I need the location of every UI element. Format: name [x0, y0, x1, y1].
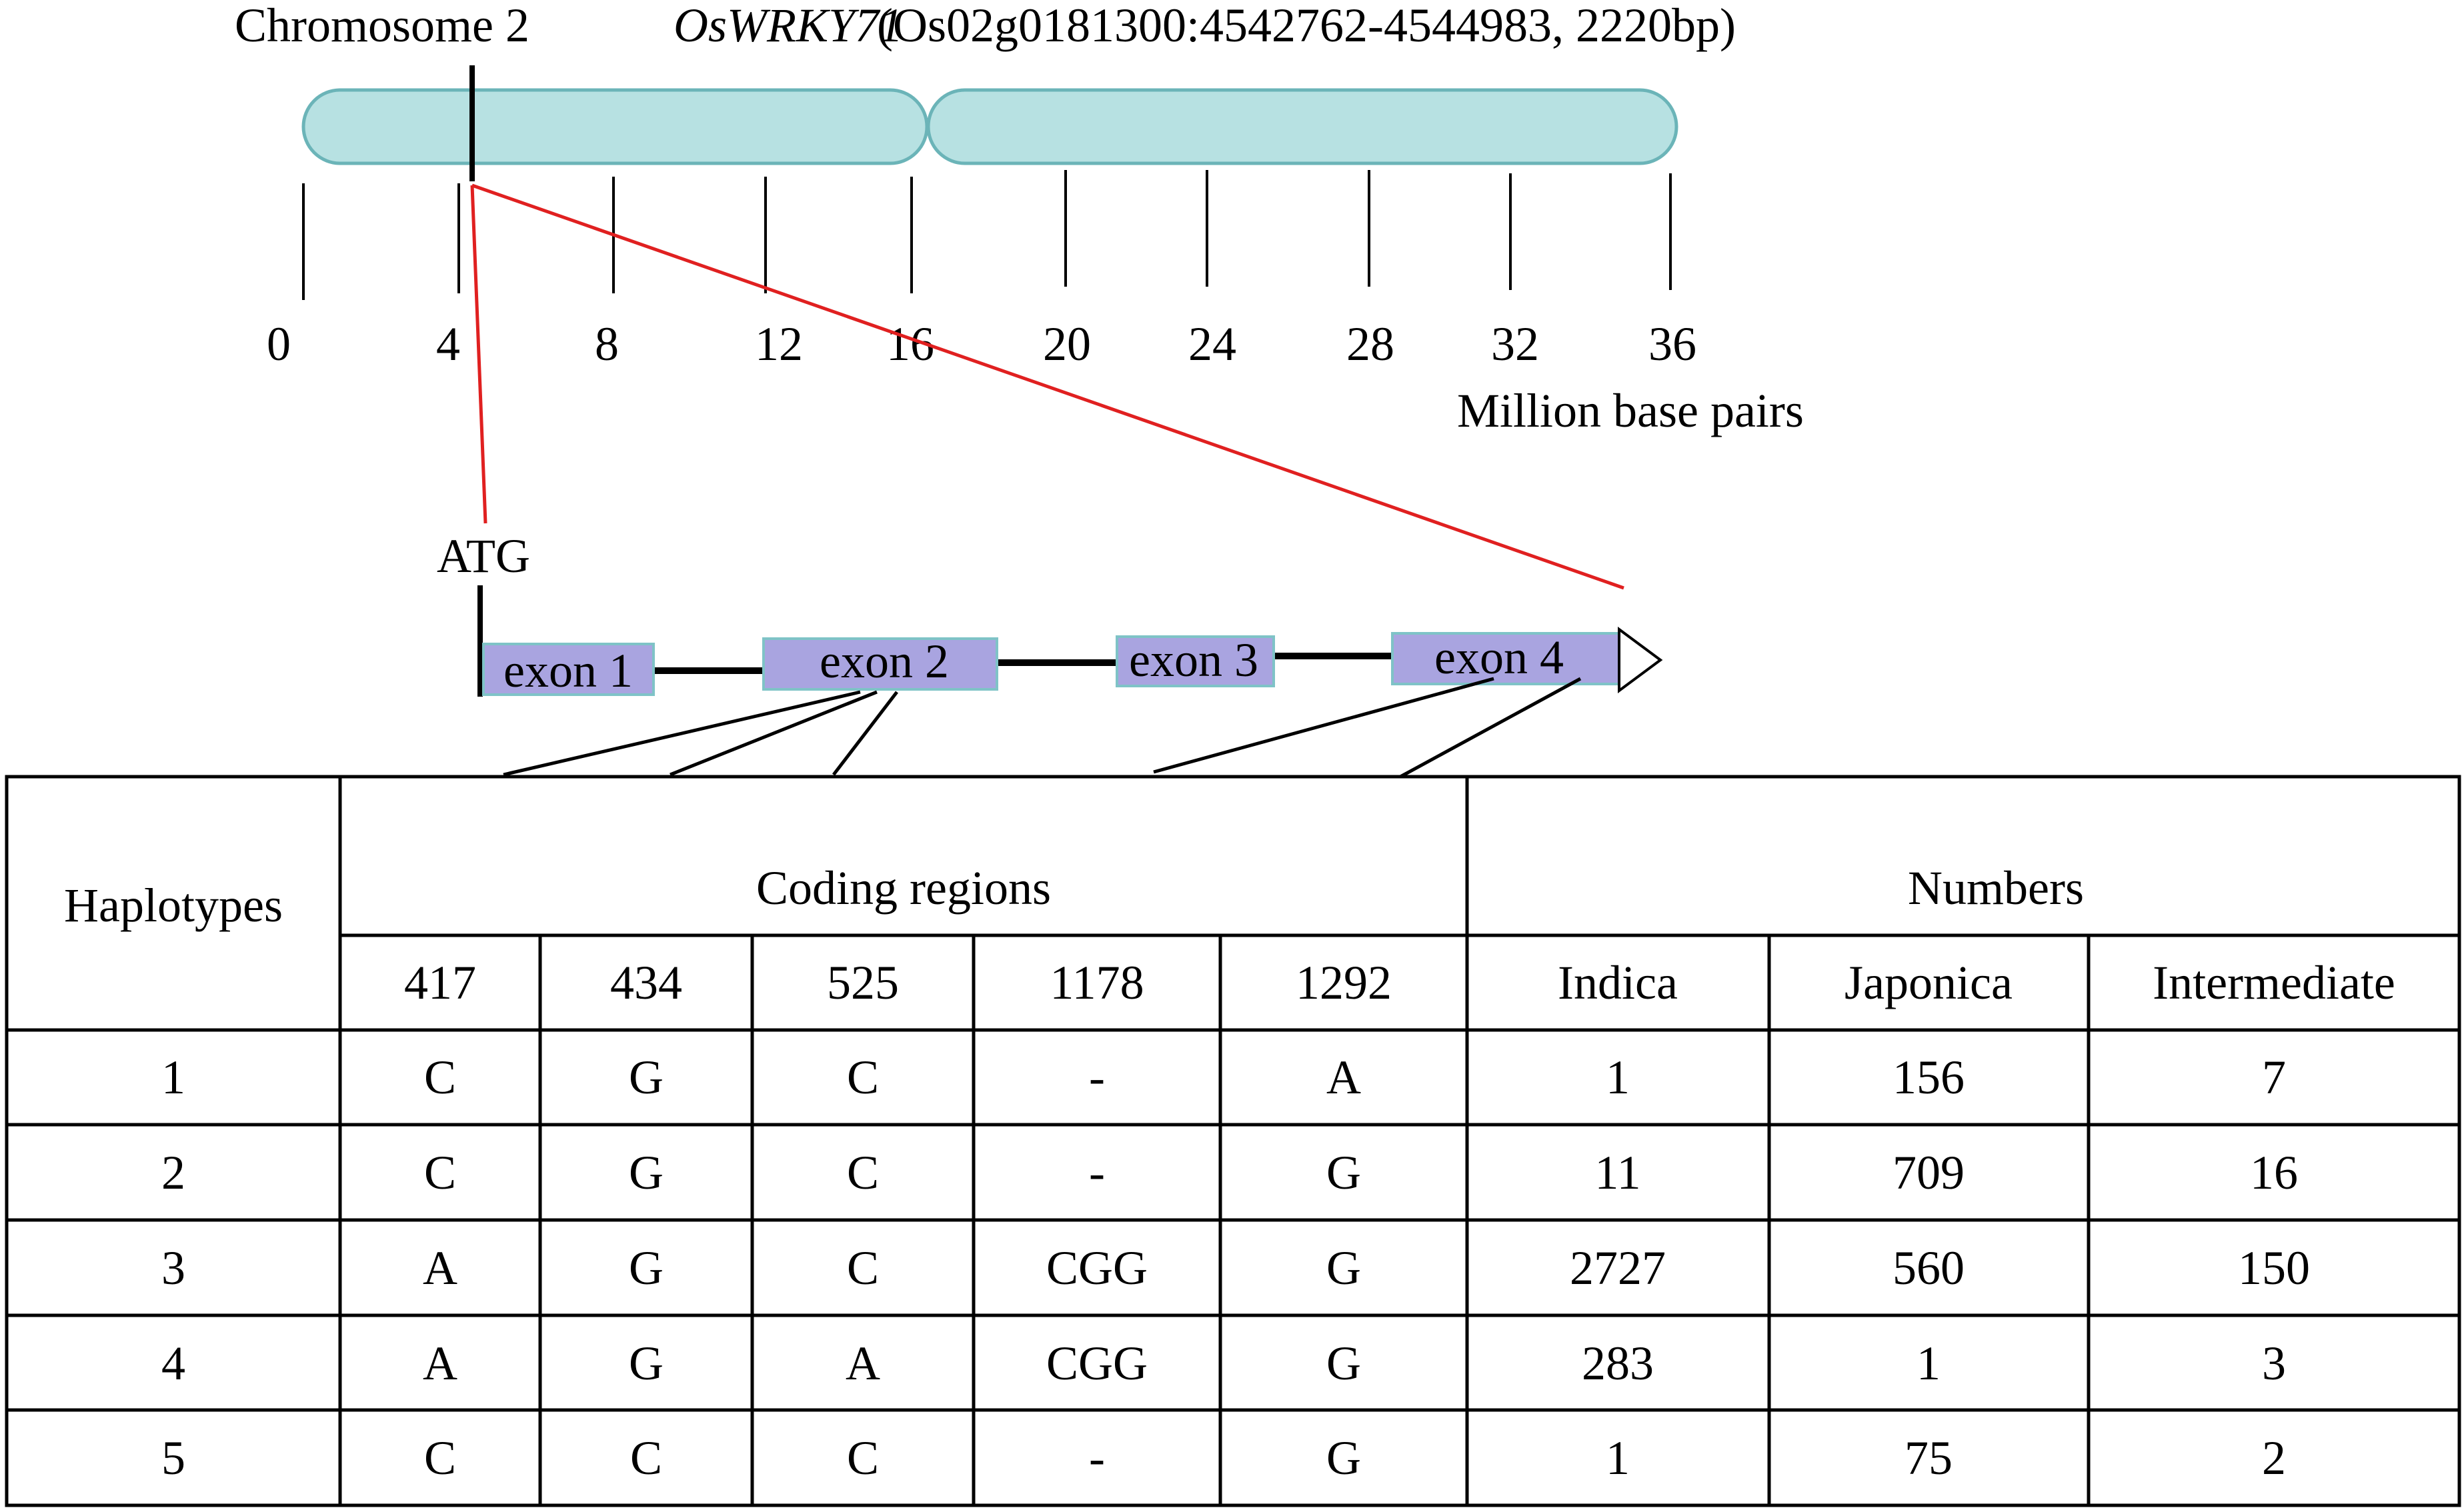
exon-4-box	[1391, 632, 1620, 685]
table-row: 5 C C C - G 1 75 2	[161, 1431, 2286, 1485]
count-cell: 11	[1594, 1146, 1640, 1199]
chromosome-label: Chromosome 2	[235, 0, 529, 52]
allele-cell: CGG	[1046, 1241, 1148, 1295]
axis-tick-label: 32	[1491, 317, 1539, 371]
allele-cell: G	[1326, 1241, 1361, 1295]
position-header: 525	[827, 956, 899, 1009]
count-cell: 150	[2238, 1241, 2310, 1295]
exon-1-label: exon 1	[503, 644, 633, 697]
haplotype-id: 1	[161, 1051, 185, 1104]
haplotype-id: 4	[161, 1337, 185, 1390]
axis-tick-labels: 0 4 8 12 16 20 24 28 32 36	[267, 317, 1696, 371]
allele-cell: A	[423, 1337, 457, 1390]
haplotype-id: 2	[161, 1146, 185, 1199]
position-header: 1292	[1296, 956, 1392, 1009]
exon-2-label: exon 2	[820, 635, 949, 688]
count-cell: 3	[2262, 1337, 2286, 1390]
exon-1-box	[482, 643, 655, 696]
position-header: 417	[404, 956, 476, 1009]
count-cell: 16	[2250, 1146, 2298, 1199]
count-cell: 709	[1893, 1146, 1965, 1199]
count-cell: 156	[1893, 1051, 1965, 1104]
position-header: 434	[610, 956, 682, 1009]
allele-cell: G	[1326, 1431, 1361, 1485]
coding-regions-header: Coding regions	[756, 861, 1051, 915]
allele-cell: -	[1089, 1051, 1105, 1104]
table-row: 3 A G C CGG G 2727 560 150	[161, 1241, 2310, 1295]
allele-cell: C	[847, 1431, 879, 1485]
allele-cell: G	[1326, 1337, 1361, 1390]
gene-direction-arrow	[1618, 627, 1663, 693]
count-cell: 75	[1905, 1431, 1953, 1485]
count-cell: 2727	[1570, 1241, 1666, 1295]
axis-tick-label: 24	[1188, 317, 1236, 371]
axis-tick-label: 8	[595, 317, 619, 371]
count-cell: 1	[1917, 1337, 1941, 1390]
allele-cell: C	[847, 1241, 879, 1295]
allele-cell: A	[1326, 1051, 1361, 1104]
gene-name: OsWRKY71	[674, 0, 903, 52]
chromosome-axis	[302, 170, 1672, 300]
allele-cell: C	[847, 1146, 879, 1199]
axis-tick-label: 28	[1346, 317, 1394, 371]
snp-connector-434	[670, 690, 878, 777]
snp-connector-525	[832, 691, 898, 776]
axis-tick-label: 0	[267, 317, 291, 371]
count-cell: 1	[1606, 1431, 1630, 1485]
exon-4-label: exon 4	[1434, 631, 1564, 684]
exon-2-box	[762, 637, 998, 691]
allele-cell: A	[846, 1337, 880, 1390]
allele-cell: A	[423, 1241, 457, 1295]
zoom-line-left	[470, 185, 487, 524]
axis-tick-label: 4	[436, 317, 460, 371]
axis-tick-label: 12	[755, 317, 803, 371]
table-row: 2 C G C - G 11 709 16	[161, 1146, 2298, 1199]
haplotype-id: 3	[161, 1241, 185, 1295]
chromosome-long-arm	[926, 88, 1678, 165]
allele-cell: G	[629, 1051, 664, 1104]
group-header: Japonica	[1844, 956, 2013, 1009]
exon-3-label: exon 3	[1129, 633, 1258, 687]
gene-locus: (Os02g0181300:4542762-4544983, 2220bp)	[877, 0, 1736, 52]
table-row: 4 A G A CGG G 283 1 3	[161, 1337, 2286, 1390]
axis-tick-label: 20	[1043, 317, 1091, 371]
allele-cell: C	[424, 1051, 456, 1104]
group-header: Intermediate	[2153, 956, 2395, 1009]
allele-cell: G	[629, 1337, 664, 1390]
allele-cell: CGG	[1046, 1337, 1148, 1390]
position-header: 1178	[1050, 956, 1144, 1009]
start-codon-label: ATG	[437, 529, 530, 583]
snp-connector-1292	[1399, 677, 1582, 779]
table-border	[5, 775, 2461, 1507]
count-cell: 7	[2262, 1051, 2286, 1104]
allele-cell: -	[1089, 1146, 1105, 1199]
allele-cell: G	[629, 1241, 664, 1295]
count-cell: 1	[1606, 1051, 1630, 1104]
allele-cell: C	[424, 1146, 456, 1199]
allele-cell: -	[1089, 1431, 1105, 1485]
count-cell: 560	[1893, 1241, 1965, 1295]
snp-connector-417	[503, 690, 861, 777]
snp-connector-1178	[1153, 677, 1494, 774]
allele-cell: G	[1326, 1146, 1361, 1199]
allele-cell: C	[847, 1051, 879, 1104]
numbers-header: Numbers	[1908, 861, 2084, 915]
axis-tick-label: 36	[1648, 317, 1696, 371]
allele-cell: C	[424, 1431, 456, 1485]
exon-3-box	[1116, 635, 1275, 687]
count-cell: 2	[2262, 1431, 2286, 1485]
chromosome-short-arm	[301, 88, 929, 165]
haplotypes-header: Haplotypes	[64, 879, 283, 932]
haplotype-table	[5, 775, 2461, 1507]
allele-cell: C	[630, 1431, 662, 1485]
haplotype-id: 5	[161, 1431, 185, 1485]
count-cell: 283	[1582, 1337, 1654, 1390]
table-row: 1 C G C - A 1 156 7	[161, 1051, 2286, 1104]
zoom-line-right	[471, 183, 1624, 590]
axis-unit-label: Million base pairs	[1457, 384, 1804, 437]
group-header: Indica	[1558, 956, 1678, 1009]
allele-cell: G	[629, 1146, 664, 1199]
